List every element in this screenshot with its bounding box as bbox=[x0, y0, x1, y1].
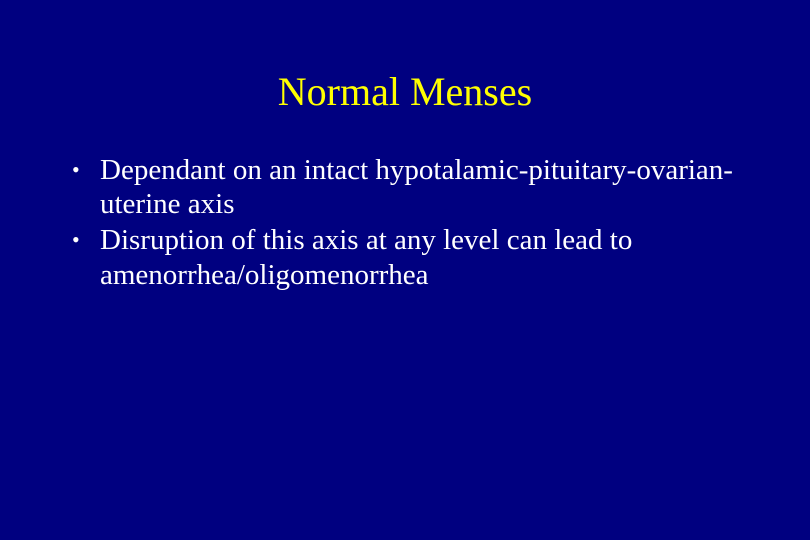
slide-body: • Dependant on an intact hypotalamic-pit… bbox=[0, 153, 810, 292]
list-item: • Disruption of this axis at any level c… bbox=[100, 223, 750, 291]
slide: Normal Menses • Dependant on an intact h… bbox=[0, 0, 810, 540]
bullet-icon: • bbox=[72, 223, 100, 253]
list-item: • Dependant on an intact hypotalamic-pit… bbox=[100, 153, 750, 221]
list-item-text: Dependant on an intact hypotalamic-pitui… bbox=[100, 153, 750, 221]
slide-title: Normal Menses bbox=[0, 0, 810, 153]
list-item-text: Disruption of this axis at any level can… bbox=[100, 223, 750, 291]
bullet-icon: • bbox=[72, 153, 100, 183]
